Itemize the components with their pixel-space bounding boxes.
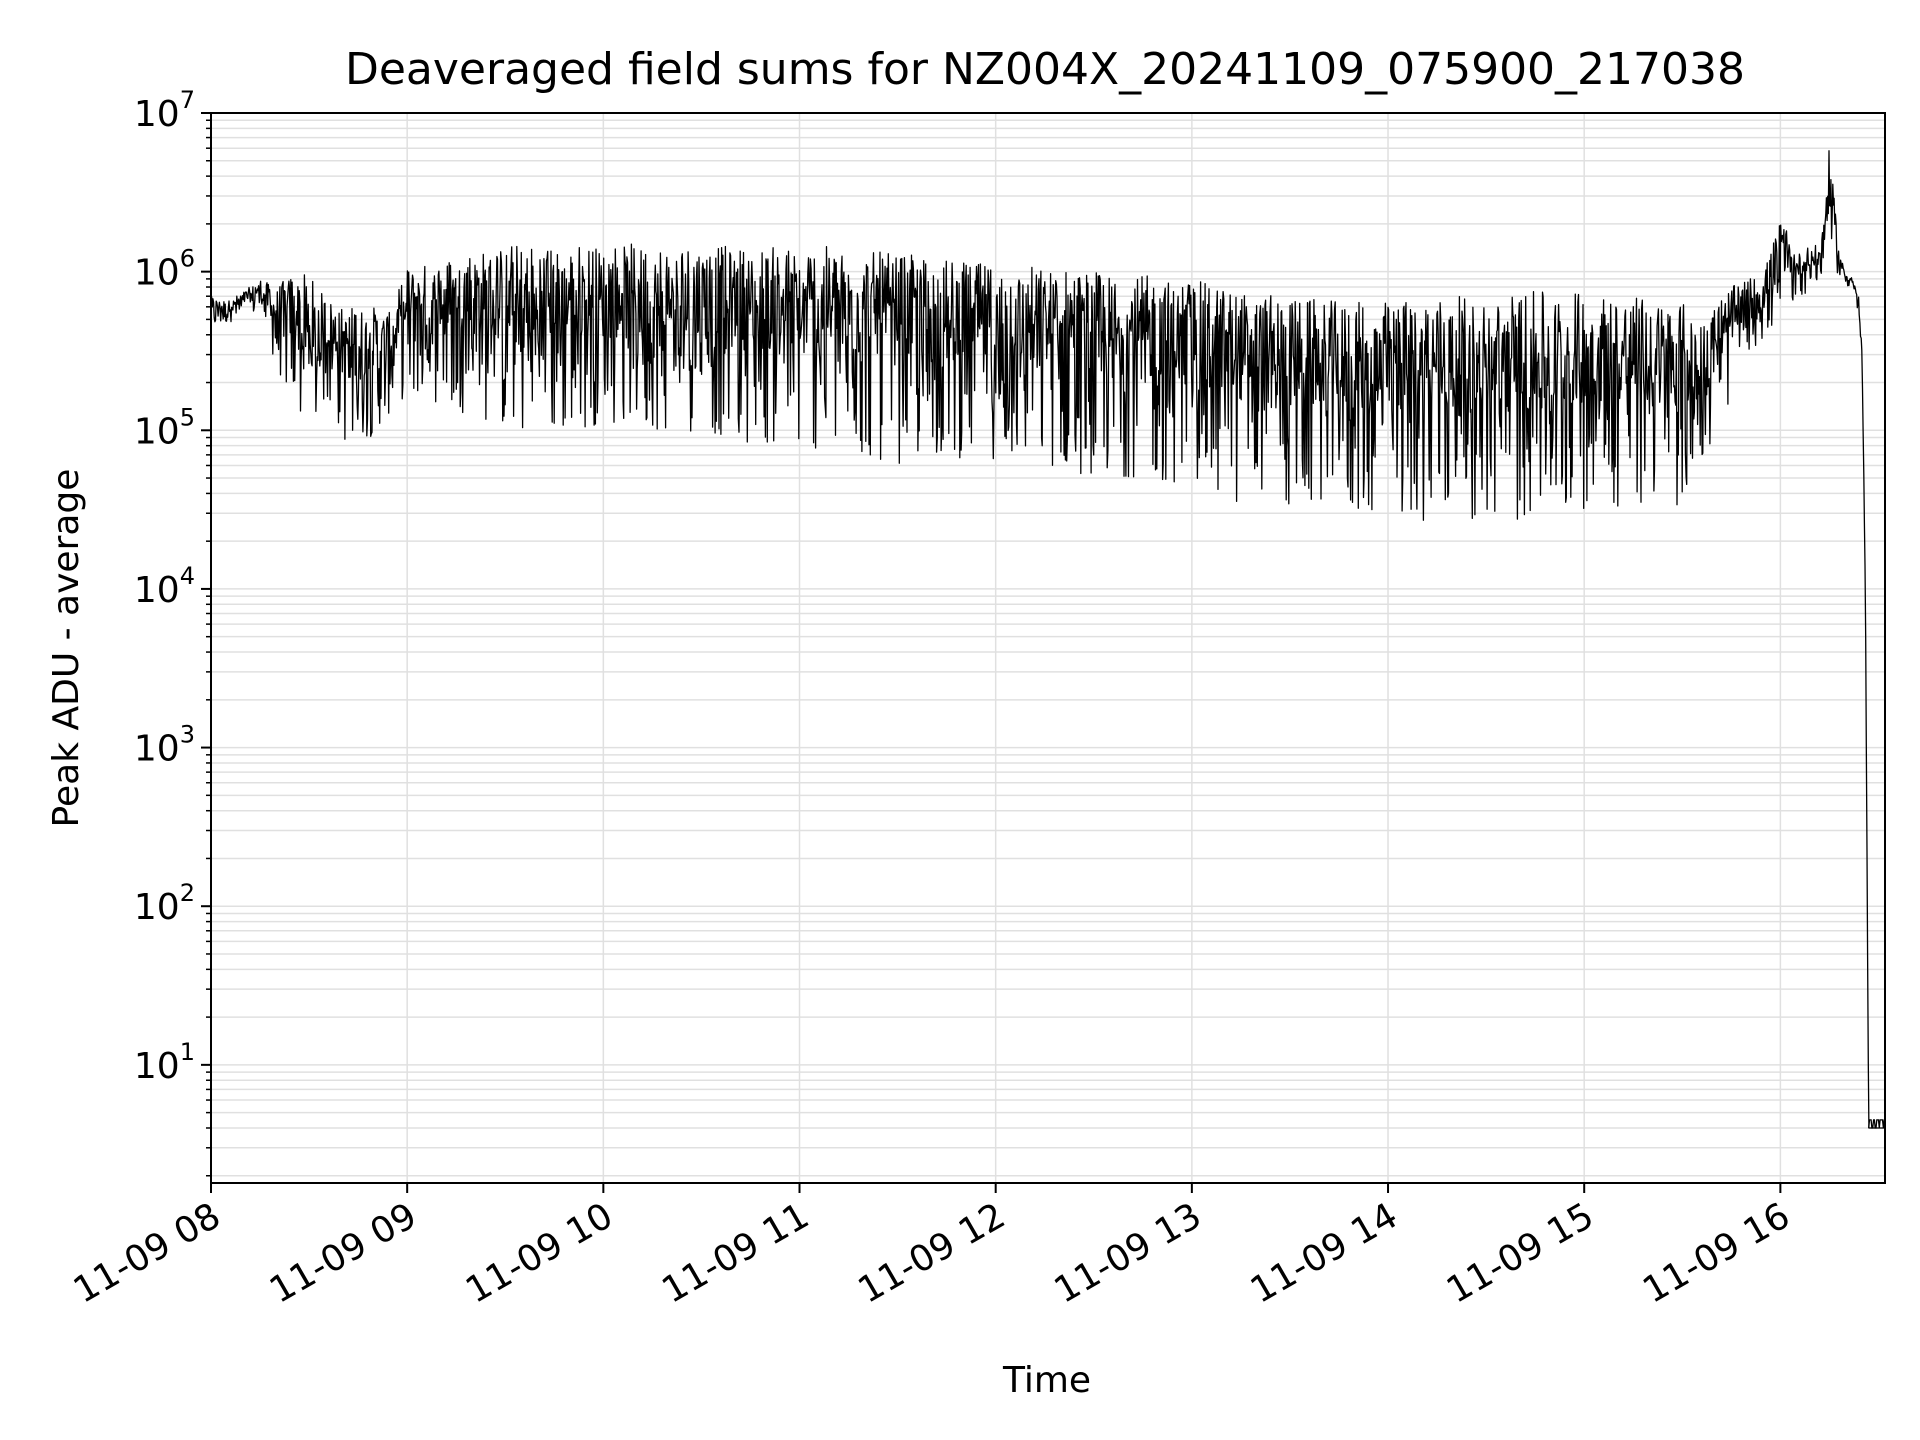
- plot-frame: [210, 112, 1886, 1184]
- series-line: [210, 150, 1886, 1129]
- y-tick-label-base: 10: [134, 411, 180, 452]
- y-tick-label-base: 10: [134, 1046, 180, 1087]
- y-tick-label-base: 10: [134, 729, 180, 770]
- y-tick-label-exponent: 5: [180, 403, 195, 431]
- x-axis-label: Time: [1002, 1360, 1091, 1401]
- y-tick-label: 104: [134, 562, 195, 611]
- y-tick-label-exponent: 6: [180, 245, 195, 273]
- y-tick-label: 106: [134, 245, 195, 294]
- series-layer: [210, 150, 1886, 1129]
- series-tail: [1868, 1119, 1885, 1129]
- y-tick-label: 105: [134, 403, 195, 452]
- y-tick-label-base: 10: [134, 570, 180, 611]
- y-tick-label: 103: [134, 721, 195, 770]
- y-tick-label-base: 10: [134, 253, 180, 294]
- y-tick-label-exponent: 3: [180, 721, 195, 749]
- y-tick-label: 101: [134, 1038, 195, 1087]
- y-tick-label-exponent: 2: [180, 879, 195, 907]
- y-tick-label: 102: [134, 879, 195, 928]
- ticks: [201, 112, 1782, 1193]
- y-axis-label: Peak ADU - average: [46, 469, 87, 828]
- y-tick-label: 107: [134, 86, 195, 135]
- y-tick-label-base: 10: [134, 94, 180, 135]
- y-tick-label-exponent: 7: [180, 86, 195, 114]
- y-tick-label-base: 10: [134, 887, 180, 928]
- chart-title: Deaveraged field sums for NZ004X_2024110…: [345, 44, 1745, 95]
- y-tick-label-exponent: 4: [180, 562, 195, 590]
- grid-minor: [211, 119, 1885, 1177]
- y-tick-label-exponent: 1: [180, 1038, 195, 1066]
